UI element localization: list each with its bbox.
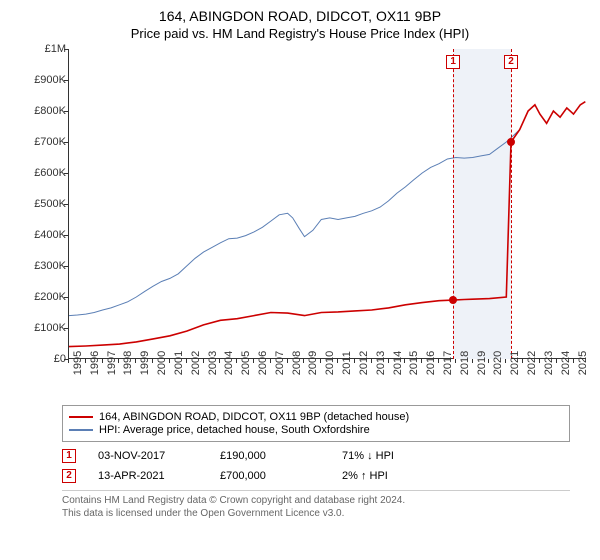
x-axis-label: 2025 <box>577 351 589 375</box>
x-axis-label: 2008 <box>291 351 303 375</box>
x-axis-label: 1999 <box>139 351 151 375</box>
plot-region: 12 <box>68 49 586 359</box>
y-axis-label: £400K <box>26 229 66 241</box>
marker-box: 1 <box>446 55 460 69</box>
legend-swatch <box>69 429 93 431</box>
x-axis-label: 2011 <box>341 351 353 375</box>
page-subtitle: Price paid vs. HM Land Registry's House … <box>10 26 590 41</box>
series-hpi <box>69 102 585 316</box>
y-axis-label: £300K <box>26 260 66 272</box>
x-axis-label: 1998 <box>122 351 134 375</box>
y-axis-label: £500K <box>26 198 66 210</box>
y-axis-label: £1M <box>26 43 66 55</box>
x-axis-label: 2000 <box>156 351 168 375</box>
x-axis-label: 2005 <box>240 351 252 375</box>
marker-price: £700,000 <box>220 470 320 482</box>
footer-line: This data is licensed under the Open Gov… <box>62 507 570 520</box>
marker-badge: 2 <box>62 469 76 483</box>
x-axis-label: 2015 <box>408 351 420 375</box>
legend: 164, ABINGDON ROAD, DIDCOT, OX11 9BP (de… <box>62 405 570 442</box>
x-axis-label: 2006 <box>257 351 269 375</box>
chart-container: 164, ABINGDON ROAD, DIDCOT, OX11 9BP Pri… <box>0 0 600 524</box>
y-axis-label: £200K <box>26 291 66 303</box>
y-axis-label: £800K <box>26 105 66 117</box>
x-axis-label: 2022 <box>526 351 538 375</box>
chart-lines <box>69 49 587 359</box>
marker-date: 03-NOV-2017 <box>98 450 198 462</box>
x-axis-label: 2002 <box>190 351 202 375</box>
legend-swatch <box>69 416 93 418</box>
footer: Contains HM Land Registry data © Crown c… <box>62 490 570 520</box>
x-axis-label: 2014 <box>392 351 404 375</box>
y-axis-label: £600K <box>26 167 66 179</box>
x-axis-label: 1997 <box>106 351 118 375</box>
x-axis-label: 2021 <box>509 351 521 375</box>
x-axis-label: 2017 <box>442 351 454 375</box>
x-axis-label: 1995 <box>72 351 84 375</box>
page-title: 164, ABINGDON ROAD, DIDCOT, OX11 9BP <box>10 8 590 24</box>
marker-badge: 1 <box>62 449 76 463</box>
marker-row: 1 03-NOV-2017 £190,000 71% ↓ HPI <box>62 446 570 466</box>
x-axis-label: 2013 <box>375 351 387 375</box>
x-axis-label: 2016 <box>425 351 437 375</box>
y-axis-label: £100K <box>26 322 66 334</box>
x-axis-label: 1996 <box>89 351 101 375</box>
chart-area: 12 £0£100K£200K£300K£400K£500K£600K£700K… <box>26 49 586 399</box>
marker-delta: 2% ↑ HPI <box>342 470 442 482</box>
y-axis-label: £700K <box>26 136 66 148</box>
marker-delta: 71% ↓ HPI <box>342 450 442 462</box>
marker-price: £190,000 <box>220 450 320 462</box>
marker-date: 13-APR-2021 <box>98 470 198 482</box>
y-axis-label: £900K <box>26 74 66 86</box>
marker-row: 2 13-APR-2021 £700,000 2% ↑ HPI <box>62 466 570 486</box>
x-axis-label: 2018 <box>459 351 471 375</box>
marker-vline <box>511 49 512 359</box>
x-axis-label: 2010 <box>324 351 336 375</box>
legend-item-hpi: HPI: Average price, detached house, Sout… <box>69 424 563 436</box>
x-axis-label: 2003 <box>207 351 219 375</box>
markers-table: 1 03-NOV-2017 £190,000 71% ↓ HPI 2 13-AP… <box>62 446 570 486</box>
marker-dot <box>507 138 515 146</box>
legend-label: HPI: Average price, detached house, Sout… <box>99 424 370 436</box>
legend-item-property: 164, ABINGDON ROAD, DIDCOT, OX11 9BP (de… <box>69 411 563 423</box>
x-axis-label: 2004 <box>223 351 235 375</box>
footer-line: Contains HM Land Registry data © Crown c… <box>62 494 570 507</box>
marker-vline <box>453 49 454 359</box>
x-axis-label: 2020 <box>492 351 504 375</box>
x-axis-label: 2009 <box>307 351 319 375</box>
x-axis-label: 2012 <box>358 351 370 375</box>
marker-box: 2 <box>504 55 518 69</box>
x-axis-label: 2019 <box>476 351 488 375</box>
marker-dot <box>449 296 457 304</box>
x-axis-label: 2001 <box>173 351 185 375</box>
y-axis-label: £0 <box>26 353 66 365</box>
legend-label: 164, ABINGDON ROAD, DIDCOT, OX11 9BP (de… <box>99 411 409 423</box>
x-axis-label: 2007 <box>274 351 286 375</box>
x-axis-label: 2023 <box>543 351 555 375</box>
x-axis-label: 2024 <box>560 351 572 375</box>
